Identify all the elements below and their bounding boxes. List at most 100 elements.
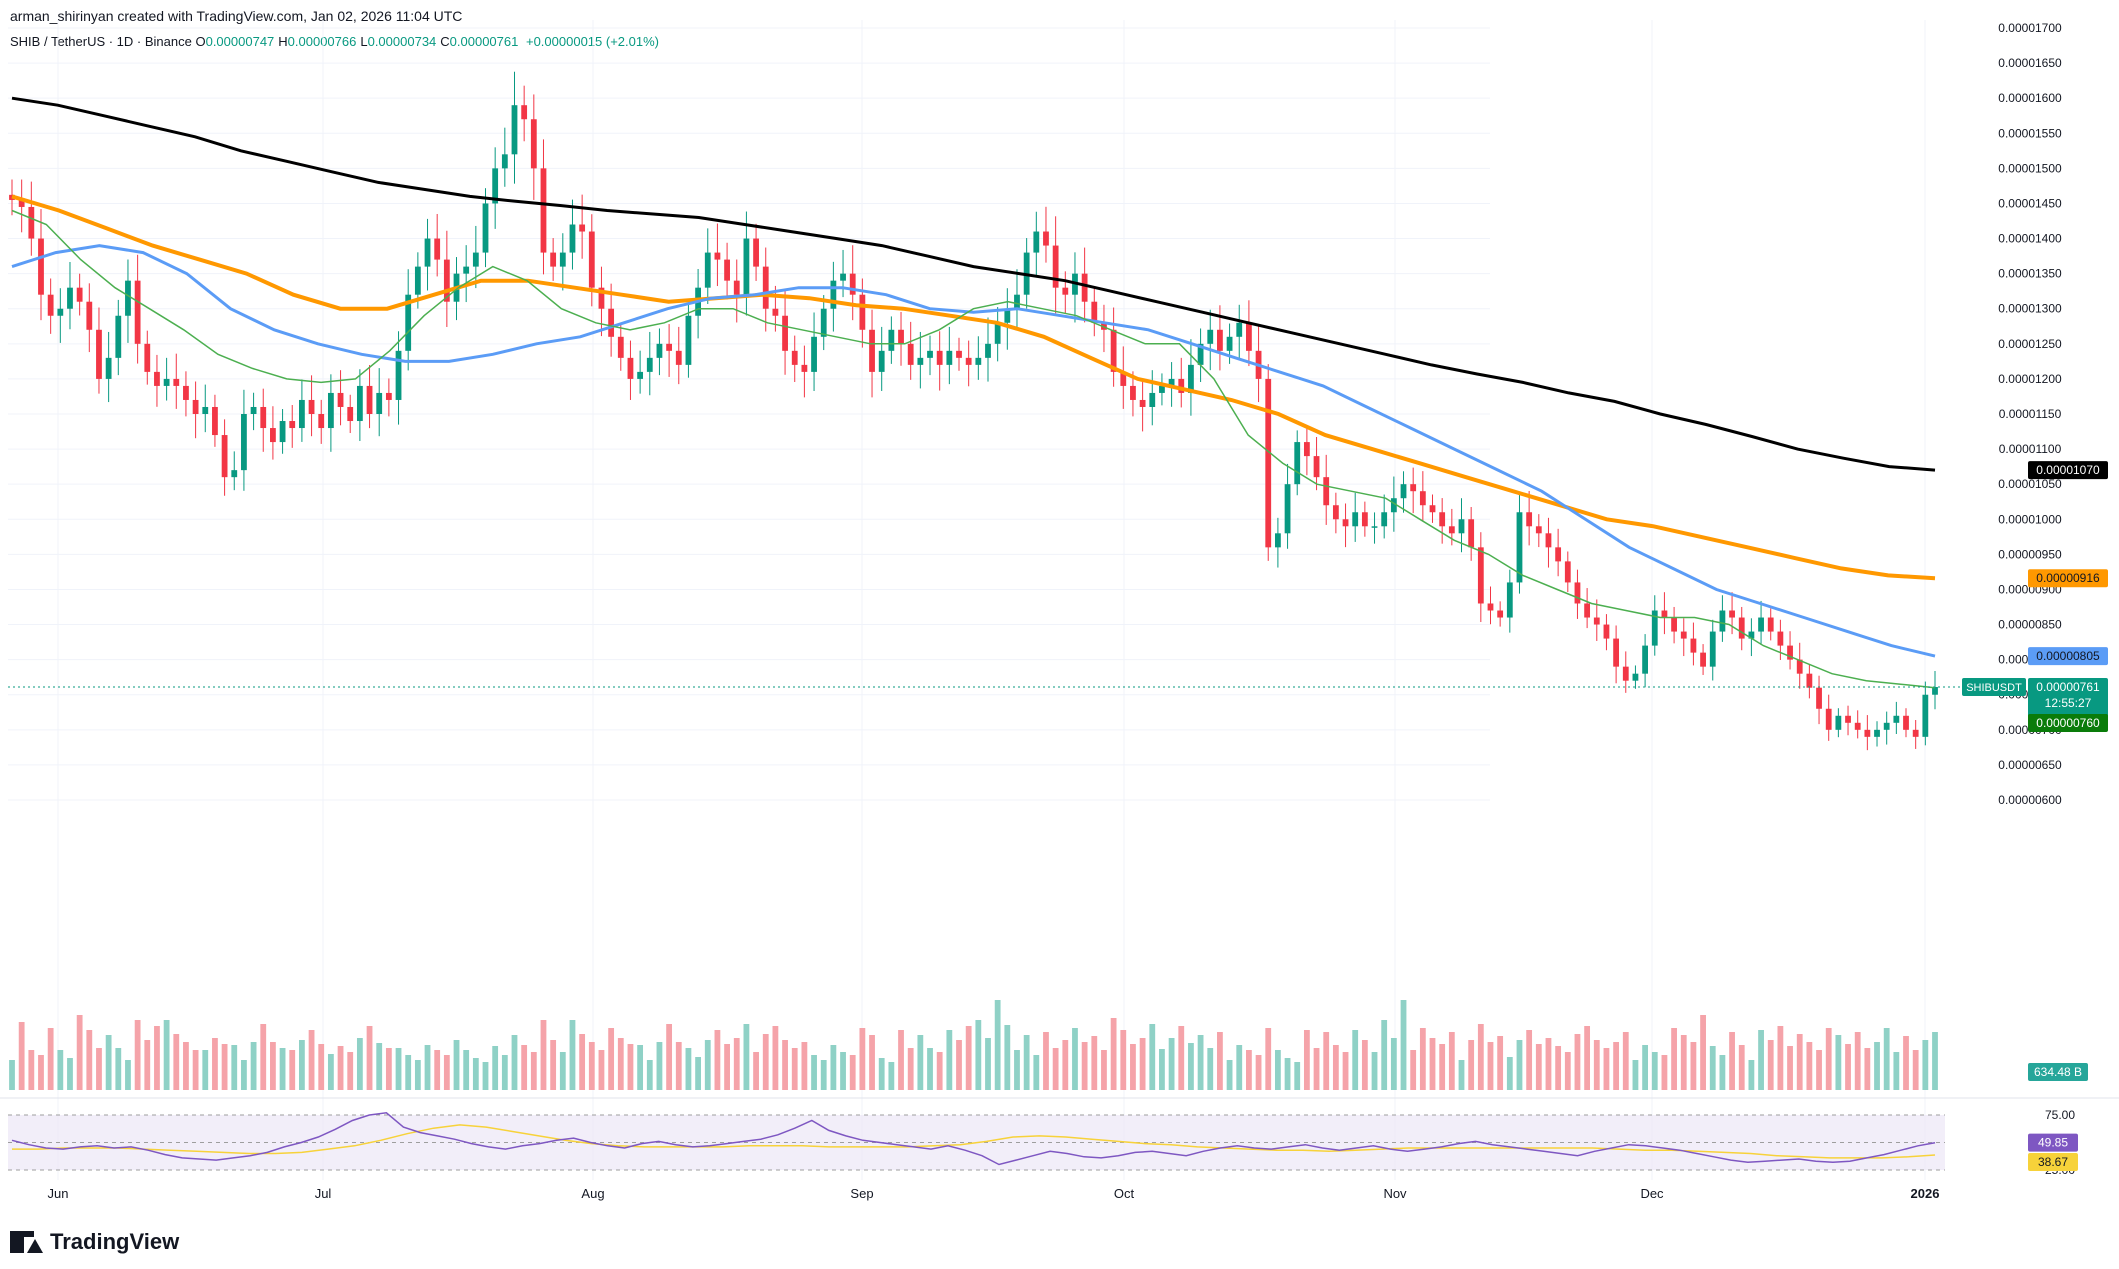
ma200-line <box>11 96 1936 472</box>
volume-bar <box>956 1040 962 1090</box>
volume-bar <box>453 1040 460 1090</box>
candle-body <box>501 154 508 169</box>
volume-bar <box>1448 1032 1455 1090</box>
candle-body <box>1178 378 1185 393</box>
y-tick-label: 0.00001700 <box>1998 21 2062 35</box>
candle-body <box>791 350 798 365</box>
candle-body <box>511 105 518 155</box>
candle-body <box>463 266 470 274</box>
volume-bar <box>917 1035 924 1090</box>
volume-bar <box>414 1060 421 1090</box>
candle-body <box>482 203 489 253</box>
volume-bar <box>463 1050 470 1090</box>
candle-body <box>67 287 73 309</box>
rsi-ma-value-label <box>2028 1152 2078 1171</box>
candle-body <box>1477 547 1484 604</box>
candle-body <box>1651 610 1658 646</box>
candle-body <box>443 259 450 302</box>
volume-bar <box>1922 1040 1929 1090</box>
candle-body <box>994 322 1001 344</box>
candle-body <box>753 238 759 267</box>
volume-bar <box>1265 1028 1272 1090</box>
candle-body <box>907 343 914 365</box>
volume-bar <box>588 1042 595 1090</box>
candle-body <box>144 343 151 372</box>
volume-bar <box>1690 1042 1697 1090</box>
candle-body <box>617 336 624 358</box>
volume-bar <box>337 1046 344 1090</box>
candle-body <box>1874 729 1880 737</box>
volume-bar <box>472 1058 479 1090</box>
candle-body <box>347 406 354 422</box>
volume-bar <box>1709 1046 1716 1090</box>
candle-body <box>1188 364 1194 393</box>
volume-bar <box>1796 1034 1803 1090</box>
volume-bar <box>212 1038 218 1090</box>
x-tick-label: Nov <box>1383 1186 1407 1201</box>
candle-body <box>1043 231 1049 246</box>
volume-bar <box>1516 1040 1523 1090</box>
candle-body <box>840 273 846 281</box>
volume-bar <box>550 1040 557 1090</box>
candle-body <box>86 301 93 330</box>
volume-bar <box>820 1060 827 1090</box>
candle-body <box>878 350 885 372</box>
volume-bar <box>801 1042 808 1090</box>
candle-body <box>1758 617 1764 632</box>
candle-body <box>656 343 663 358</box>
volume-bar <box>376 1043 383 1090</box>
candle-body <box>1236 322 1243 337</box>
volume-bar <box>1767 1040 1774 1090</box>
candle-body <box>1361 512 1368 527</box>
volume-bar <box>76 1015 83 1090</box>
candle-body <box>154 371 160 386</box>
candle-body <box>1410 484 1417 492</box>
volume-bar <box>1661 1055 1668 1090</box>
candle-body <box>1719 610 1726 632</box>
symbol-name[interactable]: SHIB / TetherUS · 1D · Binance <box>10 34 192 49</box>
volume-bar <box>1342 1052 1349 1090</box>
candle-body <box>289 421 296 429</box>
volume-bar <box>1400 1000 1407 1090</box>
volume-bar <box>946 1030 953 1090</box>
volume-bar <box>241 1060 247 1090</box>
volume-axis-label <box>2028 1063 2088 1081</box>
volume-bar <box>521 1045 528 1090</box>
y-tick-label: 0.00000600 <box>1998 793 2062 807</box>
volume-bar <box>183 1042 189 1090</box>
volume-bar <box>1130 1044 1136 1090</box>
candle-body <box>1700 652 1706 667</box>
candle-body <box>936 350 943 365</box>
candle-body <box>820 308 827 337</box>
volume-bar <box>1255 1055 1262 1090</box>
candle-body <box>250 406 257 414</box>
candle-body <box>356 385 363 422</box>
candle-body <box>1738 617 1745 639</box>
volume-bar <box>270 1042 276 1090</box>
volume-bar <box>907 1048 914 1090</box>
candle-body <box>260 406 267 429</box>
volume-bar <box>1004 1025 1011 1090</box>
y-tick-label: 0.00001000 <box>1998 512 2062 526</box>
ohlc-value: 0.00000734 <box>367 34 437 49</box>
volume-bar <box>1188 1043 1194 1090</box>
volume-bar <box>511 1035 518 1090</box>
candle-body <box>1903 715 1909 730</box>
candle-body <box>47 294 54 316</box>
rsi-line <box>11 1112 1936 1166</box>
volume-bar <box>202 1050 209 1090</box>
candle-body <box>975 357 982 365</box>
candle-body <box>376 392 383 414</box>
candle-body <box>212 406 218 436</box>
volume-bar <box>1603 1048 1610 1090</box>
candle-body <box>1854 722 1861 730</box>
candle-body <box>579 224 586 232</box>
volume-bar <box>1864 1048 1871 1090</box>
candle-body <box>134 280 141 344</box>
volume-bar <box>733 1038 740 1090</box>
x-tick-label: 2026 <box>1911 1186 1940 1201</box>
volume-bar <box>1458 1060 1465 1090</box>
rsi-ma-value-text: 38.67 <box>2038 1155 2068 1169</box>
candle-body <box>1555 547 1562 562</box>
